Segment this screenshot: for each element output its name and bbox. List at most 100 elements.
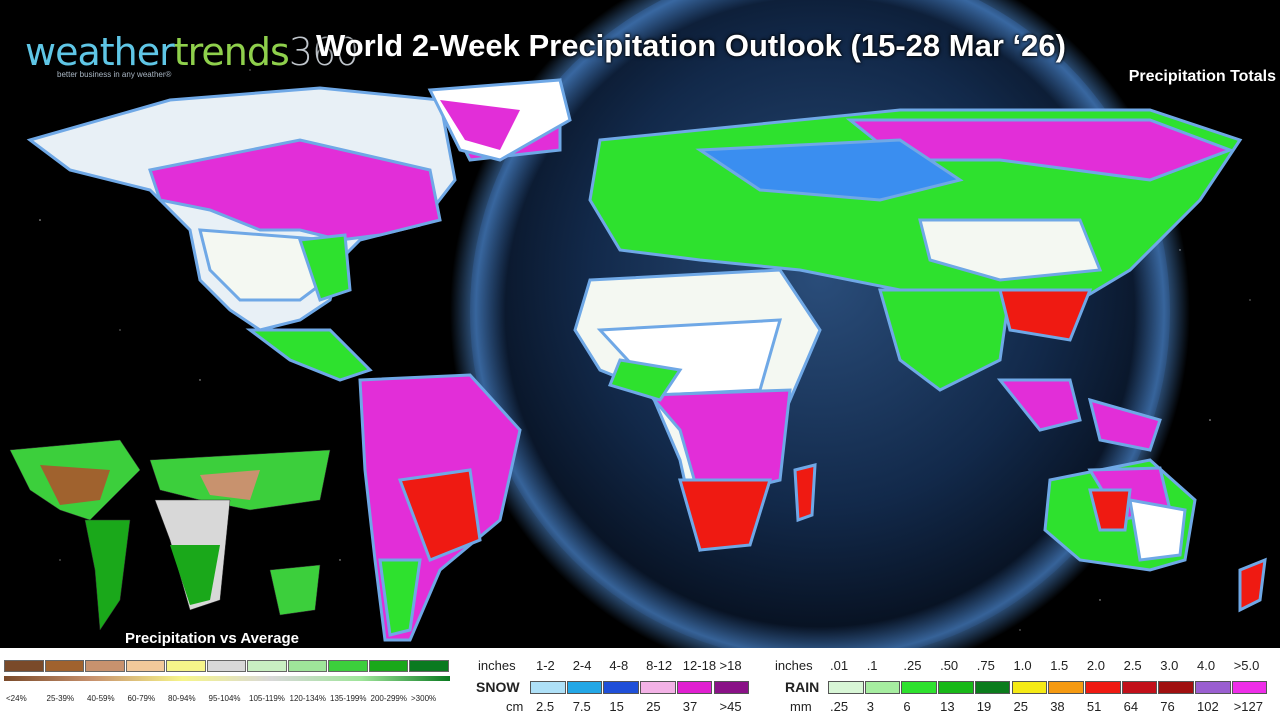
rain-inch-label: 4.0 [1197,658,1216,673]
maritime-asia [996,378,1162,452]
rain-units-bottom: mm [790,699,812,714]
snow-inch-label: 2-4 [572,658,592,673]
snow-label: SNOW [476,679,520,695]
snow-cm-label: 25 [646,699,661,714]
rain-mm-label: .25 [830,699,849,714]
average-swatch-label: 135-199% [330,694,367,703]
inset-label: Precipitation vs Average [125,630,299,647]
average-swatch-label: 80-94% [168,694,196,703]
average-swatch [44,660,84,672]
snow-inch-label: >18 [719,658,742,673]
average-swatch-label: 60-79% [127,694,156,703]
average-swatch [328,660,368,672]
rain-swatch [1195,681,1231,694]
rain-swatch [901,681,938,694]
average-swatch [206,660,246,672]
logo-wordmark: weathertrends360 [25,30,359,74]
rain-mm-label: 38 [1050,699,1065,714]
snow-swatch [566,681,603,694]
snow-cm-label: 7.5 [572,699,591,714]
average-swatch-label: 25-39% [46,694,75,703]
south-america [358,373,522,642]
average-swatch-label: 120-134% [289,694,326,703]
average-swatch-label: >300% [411,694,437,703]
rain-inch-label: .1 [866,658,878,673]
average-swatch [287,660,327,672]
snow-cm-label: >45 [719,699,742,714]
average-swatch-label: 200-299% [370,694,407,703]
average-swatch [409,660,449,672]
snow-inch-label: 12-18 [682,658,717,673]
average-swatch [166,660,206,672]
logo: weathertrends360 better business in any … [25,30,359,90]
rain-swatch [938,681,974,694]
average-swatch [125,660,165,672]
rain-swatch [1084,681,1121,694]
rain-mm-label: 76 [1160,699,1175,714]
rain-mm-label: 64 [1123,699,1139,714]
rain-swatch [1121,681,1158,694]
rain-mm-label: 25 [1013,699,1028,714]
rain-swatch [864,681,901,694]
snow-swatch [530,681,566,694]
average-swatch-label: <24% [6,694,27,703]
snow-swatch [640,681,676,694]
precipitation-map [9,0,1267,648]
snow-cm-label: 2.5 [536,699,555,714]
snow-units-top: inches [478,658,516,673]
rain-swatch [1011,681,1048,694]
snow-inch-label: 4-8 [609,658,629,673]
snow-swatch [713,681,750,694]
average-swatch-label: 105-119% [249,694,285,703]
rain-inch-label: .50 [940,658,959,673]
rain-inch-label: 1.0 [1013,658,1032,673]
rain-inch-label: .75 [976,658,995,673]
rain-inch-label: 3.0 [1160,658,1179,673]
australia [1043,458,1197,572]
rain-mm-label: 6 [903,699,911,714]
logo-tagline: better business in any weather® [57,70,172,79]
rain-mm-label: 13 [940,699,955,714]
rain-inch-label: .01 [830,658,849,673]
rain-inch-label: 2.0 [1086,658,1105,673]
rain-inch-label: 1.5 [1050,658,1069,673]
rain-mm-label: 3 [866,699,874,714]
average-swatch [85,660,125,672]
snow-swatch [603,681,640,694]
snow-inch-label: 1-2 [536,658,555,673]
logo-part-trends: trends [173,30,290,74]
africa [573,268,822,552]
snow-swatch [676,681,713,694]
rain-swatch [974,681,1011,694]
rain-inch-label: 2.5 [1123,658,1142,673]
rain-mm-label: 19 [976,699,992,714]
rain-label: RAIN [785,679,820,695]
inset-precip-vs-average [9,439,331,631]
snow-inch-label: 8-12 [646,658,673,673]
average-swatch [247,660,287,672]
snow-cm-label: 37 [682,699,698,714]
rain-swatch [828,681,864,694]
snow-cm-label: 15 [609,699,624,714]
average-swatch-label: 95-104% [208,694,241,703]
rain-mm-label: 102 [1197,699,1219,714]
average-legend: <24% 25-39% 40-59% 60-79% 80-94% 95-104% 105-1… [4,654,456,712]
rain-inch-label: .25 [903,658,922,673]
rain-inch-label: >5.0 [1233,658,1260,673]
legend-bar: <24% 25-39% 40-59% 60-79% 80-94% 95-104% 105-1… [0,648,1280,720]
rain-swatch [1231,681,1268,694]
average-gradient-strip [4,676,450,681]
rain-units-top: inches [775,658,813,673]
logo-part-weather: weather [25,30,175,74]
average-swatch-label: 40-59% [87,694,115,703]
rain-swatch [1048,681,1084,694]
logo-part-360: 360 [288,30,360,74]
average-swatch [368,660,408,672]
map-title: World 2-Week Precipitation Outlook (15-2… [316,28,1066,63]
snow-units-bottom: cm [506,699,524,714]
map-subtitle: Precipitation Totals [1128,68,1276,85]
eurasia [588,108,1243,392]
average-swatch [4,660,44,672]
rain-mm-label: 51 [1086,699,1102,714]
rain-mm-label: >127 [1233,699,1263,714]
